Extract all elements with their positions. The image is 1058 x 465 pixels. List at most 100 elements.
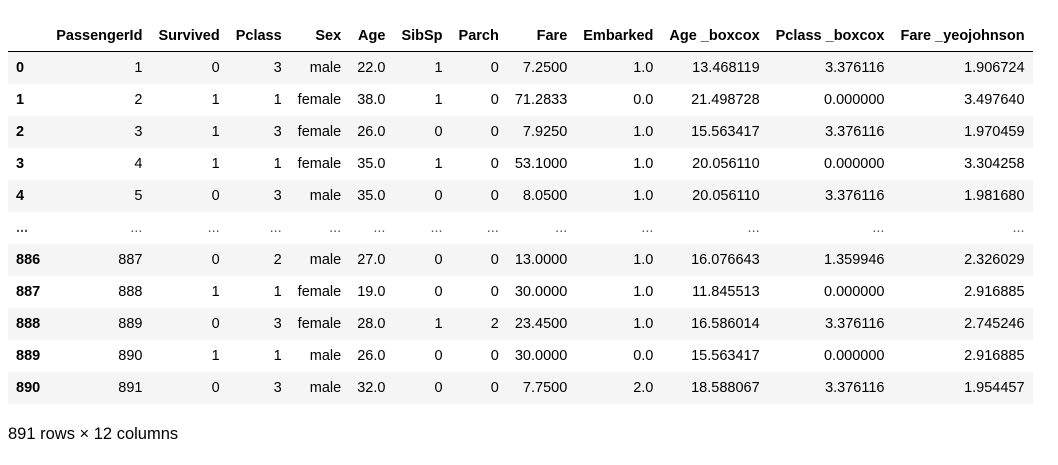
- dataframe-table: PassengerId Survived Pclass Sex Age SibSp Parc…: [8, 20, 1033, 404]
- table-cell: ...: [486, 219, 499, 236]
- table-cell: female: [297, 155, 342, 172]
- table-cell: 0: [490, 251, 499, 268]
- table-cell: 16.076643: [691, 251, 760, 268]
- table-cell: 0: [490, 379, 499, 396]
- table-cell: 1.0: [633, 283, 654, 300]
- column-header: Survived: [150, 20, 228, 52]
- table-cell: 3.376116: [825, 123, 885, 140]
- dataframe-shape-summary: 891 rows × 12 columns: [8, 425, 179, 443]
- table-cell: 1: [273, 283, 282, 300]
- column-header: Age: [349, 20, 394, 52]
- table-cell: 1: [273, 91, 282, 108]
- table-cell: 7.7500: [522, 379, 568, 396]
- table-cell: 1: [134, 59, 143, 76]
- dataframe-container: PassengerId Survived Pclass Sex Age SibSp Parc…: [8, 20, 1033, 404]
- table-cell: 0: [434, 379, 443, 396]
- table-cell: 0: [490, 347, 499, 364]
- table-cell: 3.376116: [825, 187, 885, 204]
- table-cell: 3.497640: [964, 91, 1025, 108]
- table-cell: 890: [118, 347, 143, 364]
- table-cell: 15.563417: [691, 347, 760, 364]
- row-index: 888: [16, 315, 41, 332]
- table-cell: 0.0: [633, 91, 654, 108]
- table-cell: 3.304258: [964, 155, 1025, 172]
- table-row: 2 3 1 3 female 26.0 0 0 7.9250 1.0 15.563417 3.3761…: [8, 115, 1033, 148]
- table-cell: 7.2500: [522, 59, 568, 76]
- table-cell: 1: [211, 155, 220, 172]
- table-cell: ...: [555, 219, 568, 236]
- table-cell: 0: [211, 315, 220, 332]
- table-cell: 0: [211, 59, 220, 76]
- table-cell: 8.0500: [522, 187, 568, 204]
- table-cell: 1: [273, 155, 282, 172]
- table-row: 890 891 0 3 male 32.0 0 0 7.7500 2.0 18.588067 3.37…: [8, 371, 1033, 404]
- table-cell: 71.2833: [514, 91, 568, 108]
- table-cell: female: [297, 123, 342, 140]
- table-cell: ...: [641, 219, 654, 236]
- table-cell: 0: [434, 123, 443, 140]
- table-cell: 3: [273, 59, 282, 76]
- table-cell: 28.0: [357, 315, 386, 332]
- table-cell: 0: [211, 379, 220, 396]
- column-header: Pclass _boxcox: [767, 20, 893, 52]
- table-cell: 0: [211, 187, 220, 204]
- table-cell: 1.970459: [964, 123, 1025, 140]
- table-row: 889 890 1 1 male 26.0 0 0 30.0000 0.0 15.563417 0.0…: [8, 339, 1033, 372]
- table-cell: male: [309, 379, 342, 396]
- table-cell: 20.056110: [692, 187, 760, 204]
- table-cell: male: [309, 59, 342, 76]
- table-cell: 1.981680: [964, 187, 1025, 204]
- table-cell: 1: [273, 347, 282, 364]
- table-cell: 1.0: [633, 123, 654, 140]
- table-cell: ...: [373, 219, 386, 236]
- table-cell: 2.916885: [964, 283, 1025, 300]
- table-cell: 888: [118, 283, 143, 300]
- table-cell: 1: [434, 155, 443, 172]
- table-cell: 2: [134, 91, 143, 108]
- row-index: 886: [16, 251, 41, 268]
- table-cell: female: [297, 91, 342, 108]
- table-cell: 0.000000: [823, 347, 885, 364]
- table-cell: 16.586014: [691, 315, 760, 332]
- table-row: 0 1 0 3 male 22.0 1 0 7.2500 1.0 13.468119 3.376116…: [8, 51, 1033, 84]
- table-cell: 2.745246: [964, 315, 1025, 332]
- table-cell: 35.0: [357, 187, 386, 204]
- table-cell: 11.845513: [692, 283, 760, 300]
- table-cell: 20.056110: [692, 155, 760, 172]
- table-cell: 35.0: [357, 155, 386, 172]
- table-cell: 7.9250: [522, 123, 568, 140]
- row-index: 0: [16, 59, 25, 76]
- table-cell: 23.4500: [514, 315, 568, 332]
- table-cell: 0: [490, 91, 499, 108]
- table-cell: 887: [118, 251, 143, 268]
- table-cell: 19.0: [357, 283, 386, 300]
- table-cell: 22.0: [357, 59, 386, 76]
- table-cell: 0.000000: [823, 155, 885, 172]
- row-index: 889: [16, 347, 41, 364]
- table-cell: 0.000000: [823, 283, 885, 300]
- column-header: PassengerId: [48, 20, 151, 52]
- index-header: [8, 20, 49, 52]
- table-cell: 2.916885: [964, 347, 1025, 364]
- table-cell: 26.0: [357, 347, 386, 364]
- table-cell: 1: [211, 347, 220, 364]
- table-row: 3 4 1 1 female 35.0 1 0 53.1000 1.0 20.056110 0.000…: [8, 147, 1033, 180]
- table-cell: 1.0: [633, 59, 654, 76]
- table-cell: ...: [872, 219, 885, 236]
- row-index: 1: [16, 91, 25, 108]
- table-cell: 0: [434, 347, 443, 364]
- table-row: 888 889 0 3 female 28.0 1 2 23.4500 1.0 16.586014 3…: [8, 307, 1033, 340]
- table-cell: 1.0: [633, 155, 654, 172]
- table-cell: 30.0000: [514, 283, 568, 300]
- table-row: .......................................: [8, 211, 1033, 244]
- table-cell: ...: [1012, 219, 1025, 236]
- table-cell: 13.0000: [514, 251, 568, 268]
- table-cell: 1.0: [633, 251, 654, 268]
- table-cell: 15.563417: [691, 123, 760, 140]
- table-cell: 1: [211, 91, 220, 108]
- table-cell: 30.0000: [514, 347, 568, 364]
- table-cell: 1.954457: [964, 379, 1025, 396]
- table-cell: 3.376116: [825, 379, 885, 396]
- table-cell: 21.498728: [691, 91, 760, 108]
- table-cell: 27.0: [357, 251, 386, 268]
